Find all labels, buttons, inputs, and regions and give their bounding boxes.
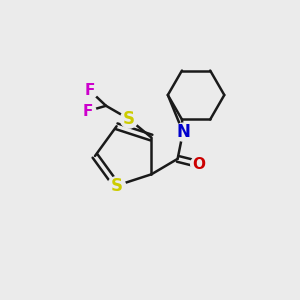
Circle shape: [120, 110, 138, 128]
Circle shape: [174, 123, 192, 141]
Circle shape: [191, 156, 207, 172]
Text: F: F: [85, 83, 95, 98]
Text: N: N: [176, 123, 190, 141]
Circle shape: [108, 177, 125, 194]
Circle shape: [79, 103, 96, 119]
Circle shape: [81, 82, 98, 99]
Text: S: S: [123, 110, 135, 128]
Text: F: F: [82, 103, 93, 118]
Text: S: S: [111, 177, 123, 195]
Text: O: O: [193, 157, 206, 172]
